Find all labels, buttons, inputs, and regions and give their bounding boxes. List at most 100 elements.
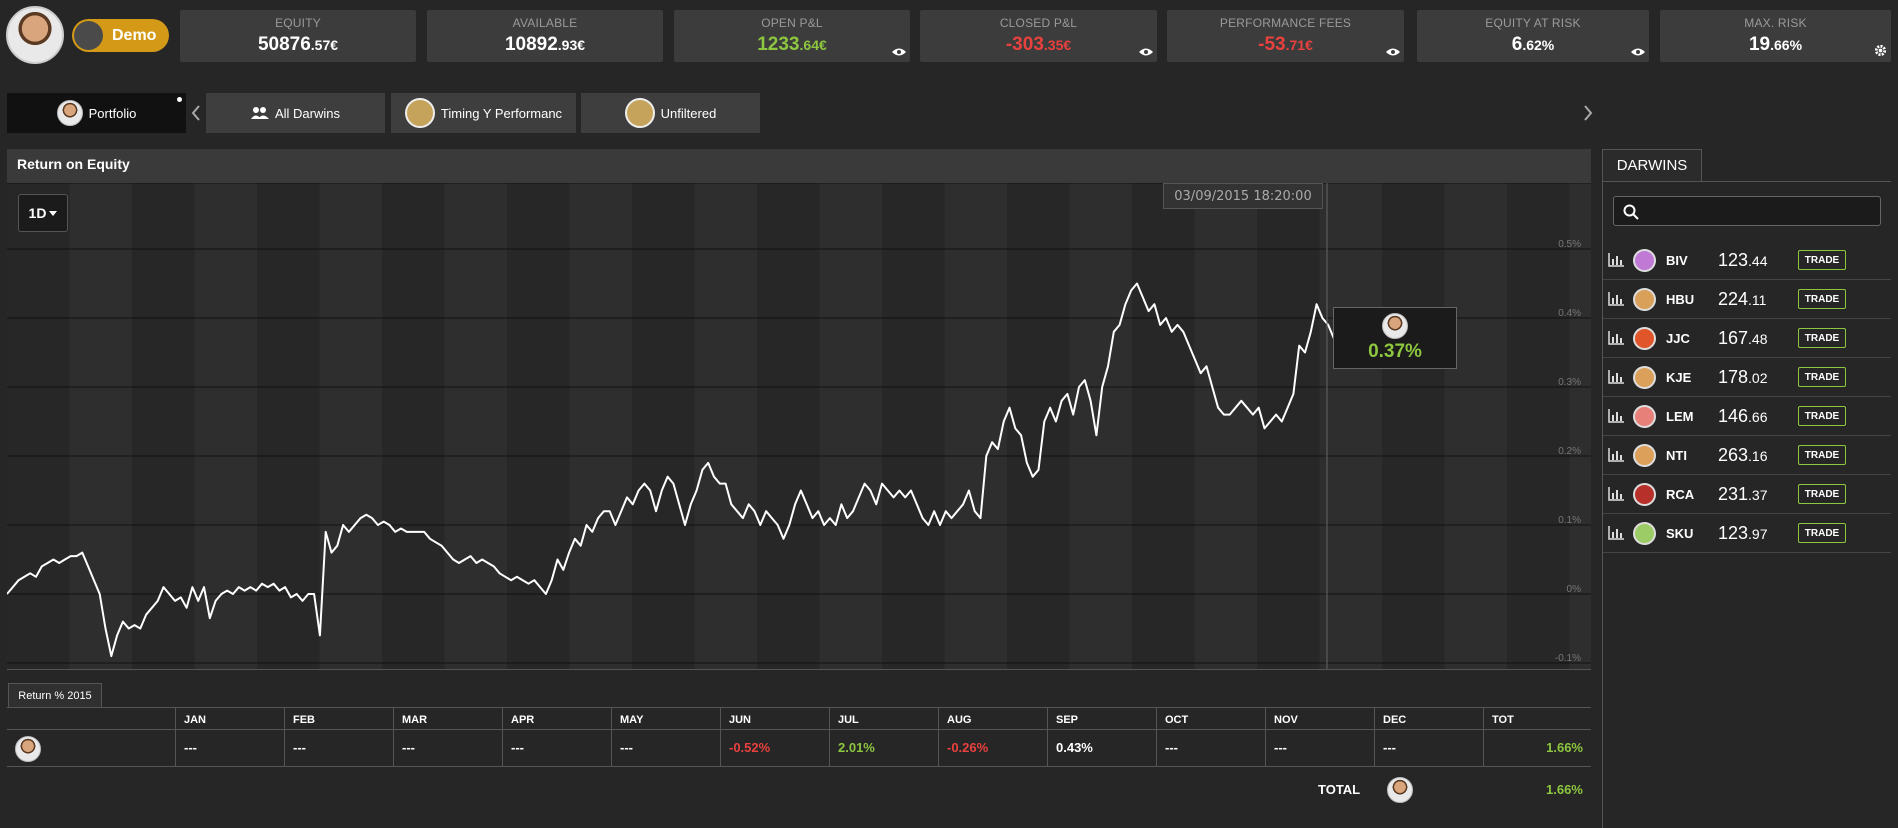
trade-button[interactable]: TRADE xyxy=(1798,523,1846,543)
total-avatar xyxy=(1387,777,1413,803)
darwin-name: NTI xyxy=(1666,447,1687,463)
tab-label: Portfolio xyxy=(88,105,137,121)
darwin-row-lem[interactable]: LEM 146.66 TRADE xyxy=(1603,397,1891,436)
tab-portfolio[interactable]: Portfolio xyxy=(7,93,186,133)
chart-band xyxy=(1132,183,1195,669)
stat-label: CLOSED P&L xyxy=(999,16,1078,30)
toggle-knob xyxy=(74,21,103,50)
trade-button[interactable]: TRADE xyxy=(1798,250,1846,270)
tab-label: Unfiltered xyxy=(660,105,717,121)
darwin-name: HBU xyxy=(1666,291,1695,307)
bar-chart-icon[interactable] xyxy=(1608,487,1624,501)
darwin-search-input[interactable] xyxy=(1644,200,1874,222)
darwin-color-dot xyxy=(1633,248,1656,272)
eye-icon[interactable] xyxy=(892,47,906,57)
darwin-price: 263.16 xyxy=(1718,444,1768,465)
returns-cell: --- xyxy=(175,730,284,766)
row-avatar xyxy=(15,736,41,762)
returns-header-cell: TOT xyxy=(1483,708,1591,729)
tab-label: All Darwins xyxy=(274,105,340,121)
darwin-name: LEM xyxy=(1666,408,1694,424)
returns-year-tab[interactable]: Return % 2015 xyxy=(8,683,102,707)
y-tick-label: 0.5% xyxy=(1558,239,1581,250)
darwin-row-sku[interactable]: SKU 123.97 TRADE xyxy=(1603,514,1891,553)
darwin-row-hbu[interactable]: HBU 224.11 TRADE xyxy=(1603,280,1891,319)
chart-title: Return on Equity xyxy=(17,156,130,172)
range-dropdown[interactable]: 1D xyxy=(18,194,68,232)
chart-band xyxy=(257,183,320,669)
total-value: 1.66% xyxy=(1546,782,1583,797)
monkey-icon xyxy=(404,98,435,128)
stat-card-open-p-l: OPEN P&L 1233.64€ xyxy=(674,10,910,62)
tab-all-darwins[interactable]: All Darwins xyxy=(206,93,385,133)
darwin-name: JJC xyxy=(1666,330,1690,346)
eye-icon[interactable] xyxy=(1139,47,1153,57)
returns-header-cell: SEP xyxy=(1047,708,1156,729)
tab-timing-y-performanc[interactable]: Timing Y Performanc xyxy=(391,93,576,133)
stat-value: 19.66% xyxy=(1748,34,1803,55)
return-chart[interactable]: 0.5% 0.4% 0.3% 0.2% 0.1% 0% -0.1% xyxy=(7,183,1591,670)
returns-cell: --- xyxy=(1156,730,1265,766)
demo-label: Demo xyxy=(112,27,157,44)
returns-header-cell: JAN xyxy=(175,708,284,729)
gear-icon[interactable] xyxy=(1874,44,1887,57)
trade-button[interactable]: TRADE xyxy=(1798,484,1846,504)
bar-chart-icon[interactable] xyxy=(1608,448,1624,462)
stat-card-max-risk: MAX. RISK 19.66% xyxy=(1660,10,1891,62)
trade-button[interactable]: TRADE xyxy=(1798,328,1846,348)
chart-band xyxy=(569,183,632,669)
stat-card-equity-at-risk: EQUITY AT RISK 6.62% xyxy=(1417,10,1649,62)
tabs-next-arrow[interactable] xyxy=(1582,104,1594,122)
bar-chart-icon[interactable] xyxy=(1608,370,1624,384)
darwin-price: 123.44 xyxy=(1718,249,1768,270)
tabs-prev-arrow[interactable] xyxy=(190,104,202,122)
returns-cell: -0.52% xyxy=(720,730,829,766)
bar-chart-icon[interactable] xyxy=(1608,331,1624,345)
demo-mode-toggle[interactable]: Demo xyxy=(72,19,169,52)
darwins-tab[interactable]: DARWINS xyxy=(1602,149,1702,181)
notification-dot xyxy=(177,97,182,102)
stat-label: OPEN P&L xyxy=(761,16,823,30)
returns-cell: -0.26% xyxy=(938,730,1047,766)
darwin-color-dot xyxy=(1633,287,1656,311)
eye-icon[interactable] xyxy=(1386,47,1400,57)
stat-card-available: AVAILABLE 10892.93€ xyxy=(427,10,663,62)
chart-band xyxy=(132,183,195,669)
y-tick-label: -0.1% xyxy=(1555,653,1581,664)
darwin-row-kje[interactable]: KJE 178.02 TRADE xyxy=(1603,358,1891,397)
darwin-name: KJE xyxy=(1666,369,1692,385)
trade-button[interactable]: TRADE xyxy=(1798,289,1846,309)
stat-value: 10892.93€ xyxy=(504,34,586,55)
darwin-price: 167.48 xyxy=(1718,327,1768,348)
user-avatar[interactable] xyxy=(6,6,64,64)
darwin-row-nti[interactable]: NTI 263.16 TRADE xyxy=(1603,436,1891,475)
darwin-search[interactable] xyxy=(1613,196,1881,226)
tab-unfiltered[interactable]: Unfiltered xyxy=(581,93,760,133)
chart-band xyxy=(1194,183,1257,669)
bar-chart-icon[interactable] xyxy=(1608,409,1624,423)
bar-chart-icon[interactable] xyxy=(1608,292,1624,306)
trade-button[interactable]: TRADE xyxy=(1798,445,1846,465)
darwin-price: 231.37 xyxy=(1718,483,1768,504)
bar-chart-icon[interactable] xyxy=(1608,526,1624,540)
trade-button[interactable]: TRADE xyxy=(1798,406,1846,426)
stat-card-performance-fees: PERFORMANCE FEES -53.71€ xyxy=(1167,10,1404,62)
chart-band xyxy=(1069,183,1132,669)
returns-cell: --- xyxy=(284,730,393,766)
returns-cell: --- xyxy=(393,730,502,766)
darwin-name: BIV xyxy=(1666,252,1688,268)
trade-button[interactable]: TRADE xyxy=(1798,367,1846,387)
chart-band xyxy=(7,183,70,669)
y-tick-label: 0.2% xyxy=(1558,446,1581,457)
bar-chart-icon[interactable] xyxy=(1608,253,1624,267)
returns-cell: 1.66% xyxy=(1483,730,1591,766)
darwin-row-biv[interactable]: BIV 123.44 TRADE xyxy=(1603,241,1891,280)
chart-band xyxy=(69,183,132,669)
eye-icon[interactable] xyxy=(1631,47,1645,57)
darwin-row-jjc[interactable]: JJC 167.48 TRADE xyxy=(1603,319,1891,358)
return-chart-svg[interactable]: 0.5% 0.4% 0.3% 0.2% 0.1% 0% -0.1% xyxy=(7,183,1591,670)
returns-header-cell: AUG xyxy=(938,708,1047,729)
crosshair-date-label: 03/09/2015 18:20:00 xyxy=(1163,183,1323,209)
chart-band xyxy=(444,183,507,669)
darwin-row-rca[interactable]: RCA 231.37 TRADE xyxy=(1603,475,1891,514)
